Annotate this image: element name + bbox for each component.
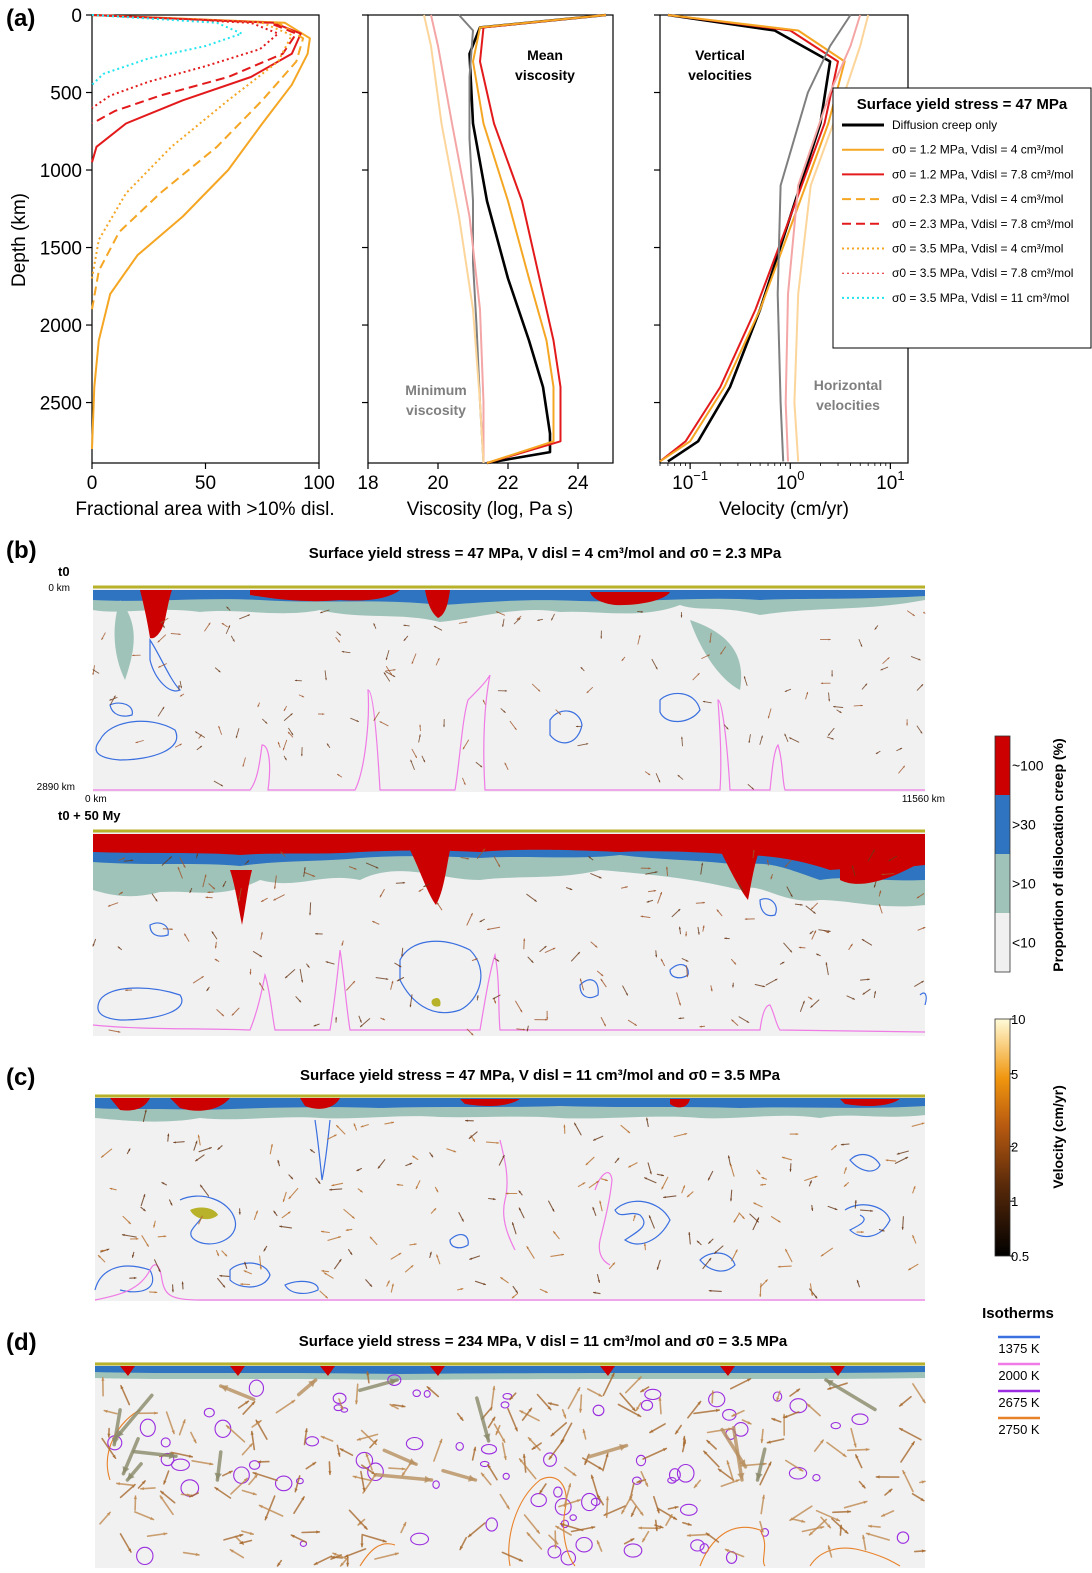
legend-entry-label: σ0 = 2.3 MPa, Vdisl = 4 cm³/mol [892, 192, 1063, 206]
legend-entry-label: Diffusion creep only [892, 118, 997, 132]
legend: Surface yield stress = 47 MPa Diffusion … [833, 88, 1091, 348]
x-tick-label: 50 [195, 473, 216, 494]
x-tick-label: 100 [776, 468, 804, 494]
y-tick-label: 2000 [40, 316, 82, 337]
x-label-right: 11560 km [902, 794, 945, 805]
colorbar-level-label: ~100 [1012, 758, 1044, 774]
annotation-horizontal-1: Horizontal [814, 377, 882, 393]
y-axis-label-depth: Depth (km) [9, 193, 30, 287]
colorbar-tick-label: 10 [1011, 1012, 1025, 1027]
y-tick-label: 500 [50, 84, 82, 105]
model-snapshot-b-t50 [93, 830, 926, 1036]
legend-entry-label: σ0 = 2.3 MPa, Vdisl = 7.8 cm³/mol [892, 217, 1073, 231]
x-tick-label: 22 [497, 473, 518, 494]
annotation-vertical-2: velocities [688, 67, 752, 83]
colorbar-tick-label: 2 [1011, 1139, 1018, 1154]
model-snapshot-b-t0 [92, 586, 925, 792]
y-tick-label: 2500 [40, 394, 82, 415]
colorbar-segment [995, 795, 1010, 854]
y-tick-label: 1500 [40, 239, 82, 260]
x-axis-label-velocity: Velocity (cm/yr) [719, 499, 849, 520]
series-group-fractional [92, 15, 310, 449]
annotation-vertical-1: Vertical [695, 47, 745, 63]
annotation-horizontal-2: velocities [816, 397, 880, 413]
isotherm-legend-entries: 1375 K 2000 K 2675 K 2750 K [998, 1337, 1040, 1437]
disl-zone-mid [95, 1366, 925, 1374]
isotherm-legend-label: 2000 K [998, 1368, 1040, 1383]
colorbar-gradient [995, 1019, 1010, 1256]
panel-label-c: (c) [6, 1064, 35, 1091]
isotherm-legend-label: 2750 K [998, 1422, 1040, 1437]
x-tick-label: 0 [87, 473, 98, 494]
isotherm-legend-label: 2675 K [998, 1395, 1040, 1410]
series-line-0-4 [92, 15, 292, 279]
colorbar-tick-label: 0.5 [1011, 1249, 1029, 1264]
x-tick-label: 18 [357, 473, 378, 494]
mantle-domain [95, 1095, 925, 1301]
colorbar-tick-label: 5 [1011, 1067, 1018, 1082]
colorbar-tick-label: 1 [1011, 1194, 1018, 1209]
panel-label-b: (b) [6, 537, 37, 564]
axes-viscosity: 18 20 22 24 Mean viscosity Minimum viscosit… [357, 15, 613, 520]
panel-label-d: (d) [6, 1329, 37, 1356]
colorbar-dislocation-label: Proportion of dislocation creep (%) [1050, 738, 1066, 971]
series-line-0-1 [92, 15, 301, 162]
depth-label-bottom: 2890 km [37, 782, 75, 793]
time-label-t0-plus-50: t0 + 50 My [58, 808, 121, 823]
isotherm-legend-label: 1375 K [998, 1341, 1040, 1356]
annotation-minimum-viscosity-2: viscosity [406, 402, 466, 418]
legend-entry-label: σ0 = 1.2 MPa, Vdisl = 7.8 cm³/mol [892, 167, 1073, 181]
colorbar-segments: ~100 >30 >10 <10 [995, 736, 1044, 972]
colorbar-segment [995, 736, 1010, 795]
x-tick-label: 24 [567, 473, 589, 494]
annotation-minimum-viscosity-1: Minimum [405, 382, 466, 398]
legend-entry-label: σ0 = 1.2 MPa, Vdisl = 4 cm³/mol [892, 143, 1063, 157]
velocity-arrow [848, 1449, 869, 1450]
panel-label-a: (a) [6, 5, 35, 32]
panel-b-title: Surface yield stress = 47 MPa, V disl = … [309, 545, 782, 562]
y-tick-label: 0 [71, 6, 82, 27]
x-tick-label: 101 [876, 468, 904, 494]
panel-c-title: Surface yield stress = 47 MPa, V disl = … [300, 1067, 781, 1084]
colorbar-velocity-label: Velocity (cm/yr) [1050, 1085, 1066, 1189]
legend-entry-label: σ0 = 3.5 MPa, Vdisl = 4 cm³/mol [892, 242, 1063, 256]
panel-d-title: Surface yield stress = 234 MPa, V disl =… [299, 1333, 788, 1350]
colorbar-segment [995, 913, 1010, 972]
colorbar-level-label: >30 [1012, 817, 1036, 833]
depth-label-top: 0 km [48, 583, 70, 594]
x-label-left: 0 km [85, 794, 107, 805]
series-line-0-6 [92, 15, 242, 85]
isotherm-legend: Isotherms 1375 K 2000 K 2675 K 2750 K [982, 1305, 1054, 1437]
colorbar-dislocation: ~100 >30 >10 <10 Proportion of dislocation … [995, 736, 1066, 972]
colorbar-level-label: <10 [1012, 935, 1036, 951]
x-axis-label-viscosity: Viscosity (log, Pa s) [407, 499, 573, 520]
series-line-0-0 [92, 15, 310, 449]
legend-title: Surface yield stress = 47 MPa [857, 96, 1068, 113]
time-label-t0: t0 [58, 564, 70, 579]
x-axis-label-fractional: Fractional area with >10% disl. [75, 499, 334, 520]
y-tick-label: 1000 [40, 161, 82, 182]
model-snapshot-c [95, 1095, 925, 1301]
colorbar-segment [995, 854, 1010, 913]
isotherm-legend-title: Isotherms [982, 1305, 1054, 1322]
colorbar-velocity: 10 5 2 1 0.5 Velocity (cm/yr) [995, 1012, 1066, 1264]
annotation-mean-viscosity-1: Mean [527, 47, 563, 63]
legend-entry-label: σ0 = 3.5 MPa, Vdisl = 7.8 cm³/mol [892, 266, 1073, 280]
colorbar-level-label: >10 [1012, 876, 1036, 892]
x-tick-label: 100 [303, 473, 335, 494]
x-tick-label: 20 [427, 473, 448, 494]
legend-entry-label: σ0 = 3.5 MPa, Vdisl = 11 cm³/mol [892, 291, 1069, 305]
mantle-domain [93, 586, 925, 792]
annotation-mean-viscosity-2: viscosity [515, 67, 575, 83]
series-line-0-5 [92, 15, 278, 108]
model-snapshot-d [95, 1362, 925, 1568]
colorbar-velocity-ticks: 10 5 2 1 0.5 [1010, 1012, 1029, 1264]
x-tick-label: 10−1 [672, 468, 708, 494]
